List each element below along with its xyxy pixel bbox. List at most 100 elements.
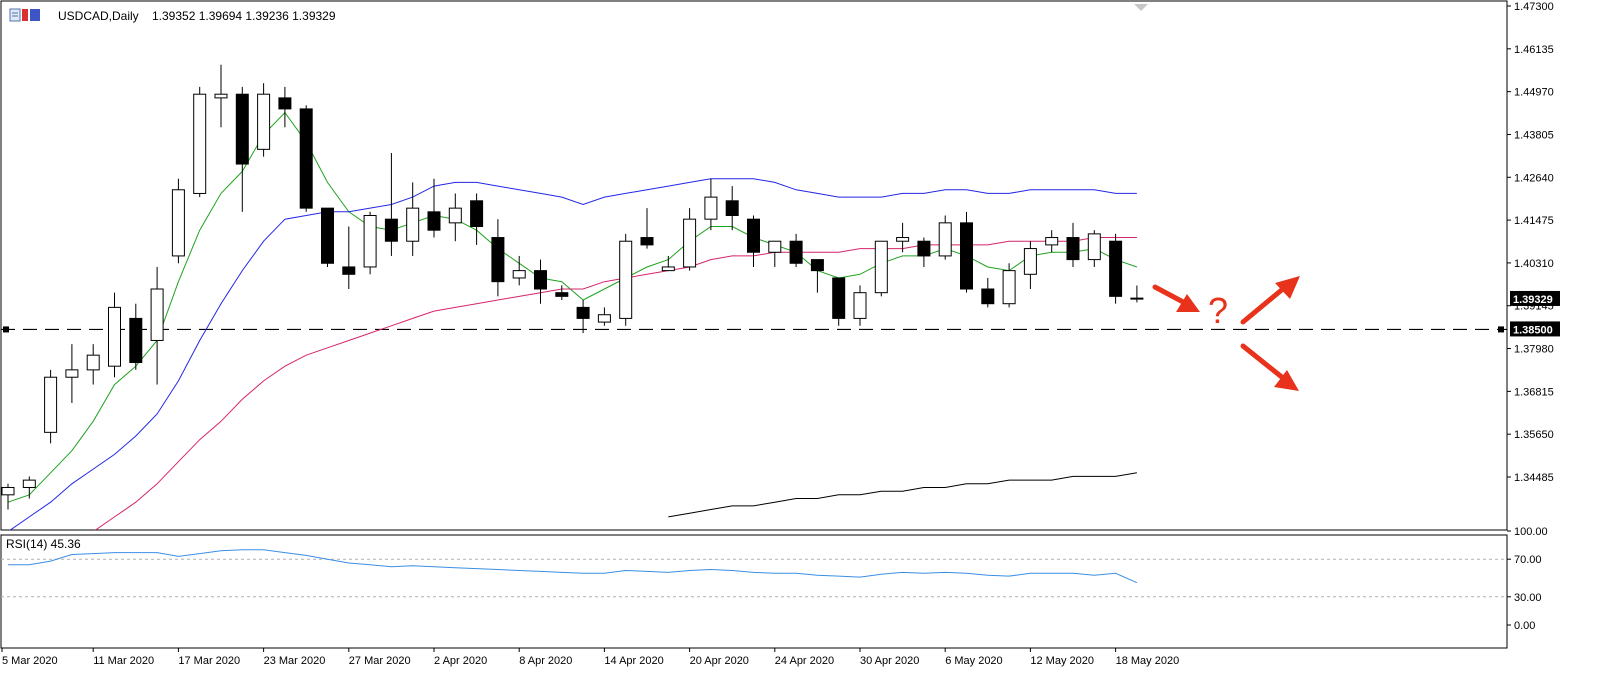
price-tick-label: 1.43805: [1514, 129, 1554, 141]
candle: [917, 237, 931, 267]
candle: [810, 259, 824, 293]
candle: [1023, 241, 1037, 290]
price-tick-label: 1.42640: [1514, 172, 1554, 184]
candle-body-up: [86, 354, 100, 371]
question-mark: ?: [1208, 290, 1228, 331]
candle-body-up: [193, 93, 207, 194]
candle: [938, 215, 952, 260]
rsi-panel-frame: [0, 534, 1508, 649]
candle: [683, 208, 697, 271]
candle: [1066, 222, 1080, 267]
chart-shift-marker-icon[interactable]: [1134, 4, 1148, 11]
candle-body-down: [832, 277, 846, 319]
candle: [661, 255, 675, 272]
candle: [363, 211, 377, 275]
candle-body-down: [981, 288, 995, 305]
candle: [832, 277, 846, 326]
arrow-down-right-icon: [1240, 343, 1299, 391]
arrow-down-right-icon: [1152, 284, 1200, 312]
candle: [235, 86, 249, 212]
current-price-tag: 1.39329: [1510, 290, 1560, 306]
price-tick-label: 1.46135: [1514, 44, 1554, 56]
candle: [86, 344, 100, 385]
candle-body-down: [725, 200, 739, 216]
candle-body-down: [299, 108, 313, 209]
horizontal-level-line[interactable]: [1, 326, 1507, 333]
candle: [555, 285, 569, 301]
candle: [427, 178, 441, 238]
date-tick-label: 2 Apr 2020: [434, 655, 487, 667]
candle-body-up: [619, 240, 633, 319]
rsi-title: RSI(14) 45.36: [6, 537, 81, 551]
moving-average-4: [668, 472, 1137, 518]
price-tick-label: 1.44970: [1514, 87, 1554, 99]
candle-body-up: [683, 218, 697, 268]
candle: [1045, 230, 1059, 253]
date-tick-label: 17 Mar 2020: [178, 655, 240, 667]
date-tick-label: 23 Mar 2020: [264, 655, 326, 667]
date-tick-label: 6 May 2020: [945, 655, 1002, 667]
candle: [150, 266, 164, 385]
candle: [65, 344, 79, 403]
candle-body-down: [1109, 240, 1123, 297]
date-tick-label: 14 Apr 2020: [604, 655, 663, 667]
candle-body-down: [235, 93, 249, 165]
candle-body-up: [896, 237, 910, 242]
chart-window-icon[interactable]: [9, 8, 40, 22]
price-tick-label: 1.41475: [1514, 215, 1554, 227]
price-tick-label: 1.40310: [1514, 258, 1554, 270]
candle: [22, 476, 36, 499]
candle: [1002, 263, 1016, 308]
candle: [619, 233, 633, 326]
date-tick-label: 24 Apr 2020: [775, 655, 834, 667]
level-price-tag-text: 1.38500: [1513, 324, 1553, 336]
date-tick-label: 11 Mar 2020: [93, 655, 154, 667]
candle-body-up: [44, 376, 58, 433]
price-tags: 1.39329 1.38500: [1510, 290, 1560, 337]
date-tick-label: 27 Mar 2020: [349, 655, 411, 667]
candle-body-up: [1, 486, 15, 496]
candle: [512, 255, 526, 286]
candle: [640, 208, 654, 249]
candle-body-down: [960, 222, 973, 290]
candle-body-down: [427, 211, 441, 231]
candle: [406, 182, 420, 256]
candle-body-up: [22, 479, 36, 488]
candle-body-up: [406, 207, 420, 242]
candle-body-up: [1023, 248, 1037, 275]
ohlc-label: 1.39352 1.39694 1.39236 1.39329: [152, 9, 336, 23]
price-tick-label: 1.37980: [1514, 344, 1554, 356]
candle: [960, 211, 973, 293]
candle-body-down: [534, 270, 547, 290]
candle-body-down: [789, 240, 803, 264]
candle-body-up: [661, 266, 675, 272]
time-axis: 5 Mar 2020 11 Mar 2020 17 Mar 2020 23 Mar 2…: [1, 648, 1179, 667]
candle-body-down: [576, 306, 590, 319]
candle-body-down: [384, 218, 398, 242]
candle: [789, 233, 803, 267]
candle-body-down: [810, 259, 824, 272]
candle: [981, 277, 995, 308]
level-line-left-handle[interactable]: [3, 326, 9, 333]
level-price-tag: 1.38500: [1510, 321, 1560, 337]
candle: [44, 369, 58, 444]
candle: [214, 64, 228, 128]
symbol-label: USDCAD,Daily: [58, 9, 139, 23]
candle: [725, 186, 739, 231]
candle-body-down: [342, 266, 356, 275]
price-axis: 1.47300 1.46135 1.44970 1.43805 1.42640 1.414…: [1507, 1, 1554, 484]
candle-body-down: [747, 218, 760, 253]
candle-body-up: [65, 369, 79, 378]
level-line-right-handle[interactable]: [1498, 326, 1504, 333]
arrow-up-right-icon: [1240, 276, 1300, 325]
candle: [1130, 285, 1144, 303]
candle-body-up: [853, 292, 867, 319]
candle: [853, 285, 867, 326]
rsi-tick-label: 100.00: [1514, 526, 1548, 538]
candle-body-down: [555, 292, 569, 297]
price-tick-label: 1.34485: [1514, 472, 1554, 484]
rsi-tick-label: 70.00: [1514, 554, 1542, 566]
candles: [1, 64, 1144, 510]
candle-body-up: [1045, 237, 1059, 246]
candle-body-up: [768, 240, 782, 253]
